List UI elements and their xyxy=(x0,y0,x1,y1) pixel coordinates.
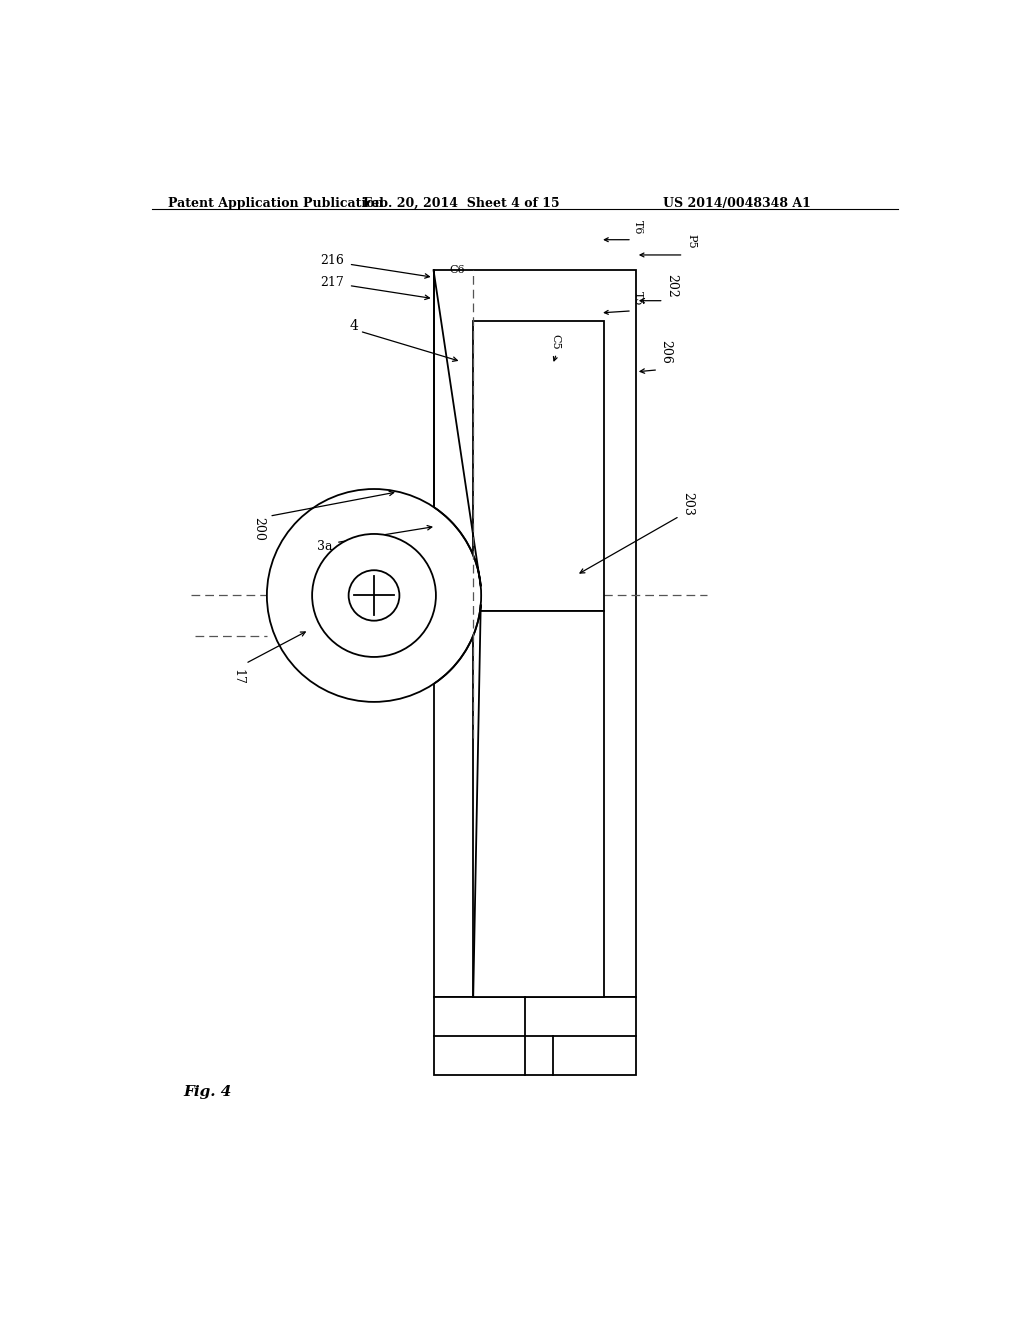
Text: Feb. 20, 2014  Sheet 4 of 15: Feb. 20, 2014 Sheet 4 of 15 xyxy=(362,197,560,210)
Text: 216: 216 xyxy=(319,253,344,267)
Text: Fig. 4: Fig. 4 xyxy=(183,1085,231,1098)
Text: T6: T6 xyxy=(633,220,643,235)
Text: US 2014/0048348 A1: US 2014/0048348 A1 xyxy=(663,197,811,210)
Text: C6: C6 xyxy=(450,265,465,275)
Text: P5: P5 xyxy=(686,235,696,249)
Text: 17: 17 xyxy=(231,669,244,685)
Bar xyxy=(433,997,636,1076)
Bar xyxy=(473,611,604,997)
Bar xyxy=(473,321,604,611)
Text: C5: C5 xyxy=(551,334,561,350)
Text: T5: T5 xyxy=(633,292,643,306)
Text: 206: 206 xyxy=(659,339,673,363)
Text: 202: 202 xyxy=(666,273,678,297)
Ellipse shape xyxy=(312,535,436,657)
Text: 3a: 3a xyxy=(317,540,333,553)
Ellipse shape xyxy=(348,570,399,620)
Text: Patent Application Publication: Patent Application Publication xyxy=(168,197,383,210)
Text: 217: 217 xyxy=(321,276,344,289)
Bar xyxy=(433,271,636,997)
Text: 4: 4 xyxy=(350,319,358,333)
Text: 200: 200 xyxy=(253,517,265,541)
Text: 203: 203 xyxy=(681,492,694,516)
Ellipse shape xyxy=(267,488,481,702)
